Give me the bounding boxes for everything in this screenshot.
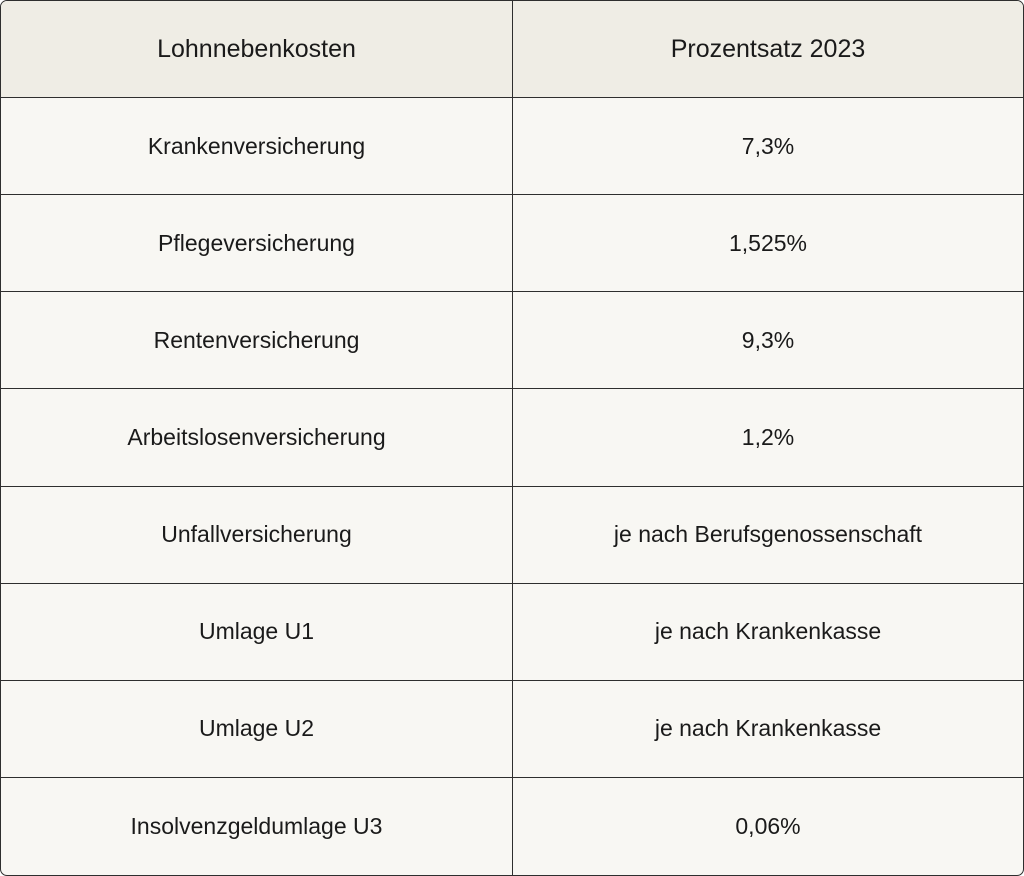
- header-cell: Lohnnebenkosten: [1, 1, 513, 99]
- table-cell: 7,3%: [513, 98, 1023, 196]
- table-cell: Unfallversicherung: [1, 486, 513, 584]
- table-cell: 0,06%: [735, 812, 801, 839]
- table-cell: Arbeitslosenversicherung: [1, 389, 513, 487]
- table-cell: je nach Berufsgenossenschaft: [513, 487, 1023, 584]
- table-cell: 9,3%: [513, 292, 1023, 390]
- table-cell: je nach Krankenkasse: [513, 584, 1023, 681]
- table-cell: Krankenversicherung: [1, 98, 513, 196]
- table-cell: Rentenversicherung: [1, 292, 513, 390]
- header-cell: Prozentsatz 2023: [513, 1, 1023, 99]
- table-cell: 1,2%: [513, 389, 1023, 487]
- table-cell: Umlage U1: [1, 583, 513, 681]
- table-cell: 1,525%: [513, 195, 1023, 293]
- table-cell: je nach Krankenkasse: [513, 681, 1023, 778]
- table-cell: Insolvenzgeldumlage U3: [1, 777, 513, 875]
- table-cell: Umlage U2: [1, 680, 513, 778]
- table-cell: Pflegeversicherung: [1, 195, 513, 293]
